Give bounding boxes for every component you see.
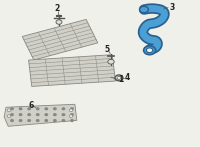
- Circle shape: [69, 109, 73, 112]
- Circle shape: [115, 75, 123, 81]
- Circle shape: [19, 108, 22, 110]
- Circle shape: [7, 115, 11, 117]
- Circle shape: [11, 108, 13, 110]
- Circle shape: [71, 108, 73, 110]
- Polygon shape: [29, 55, 115, 86]
- Polygon shape: [4, 104, 77, 126]
- Circle shape: [54, 108, 56, 110]
- Circle shape: [140, 6, 148, 13]
- Circle shape: [54, 114, 56, 116]
- Polygon shape: [22, 19, 98, 60]
- Circle shape: [11, 114, 13, 116]
- Text: 4: 4: [124, 73, 130, 82]
- Circle shape: [62, 120, 65, 121]
- Circle shape: [71, 114, 73, 116]
- Circle shape: [71, 120, 73, 121]
- Circle shape: [45, 120, 47, 121]
- Circle shape: [56, 20, 62, 24]
- Circle shape: [108, 59, 114, 64]
- Circle shape: [146, 48, 153, 53]
- Circle shape: [28, 120, 30, 121]
- Circle shape: [54, 120, 56, 121]
- Text: 6: 6: [28, 101, 34, 110]
- Circle shape: [117, 76, 121, 79]
- Circle shape: [11, 120, 13, 121]
- Circle shape: [62, 108, 65, 110]
- Circle shape: [69, 115, 73, 117]
- Circle shape: [62, 114, 65, 116]
- Circle shape: [28, 108, 30, 110]
- Text: 3: 3: [169, 3, 175, 12]
- Circle shape: [19, 114, 22, 116]
- Circle shape: [7, 109, 11, 112]
- Text: 5: 5: [104, 45, 110, 54]
- Circle shape: [19, 120, 22, 121]
- Circle shape: [144, 46, 156, 55]
- Circle shape: [45, 114, 47, 116]
- Circle shape: [37, 114, 39, 116]
- Circle shape: [45, 108, 47, 110]
- Circle shape: [37, 108, 39, 110]
- Text: 1: 1: [118, 75, 124, 84]
- Circle shape: [37, 120, 39, 121]
- Text: 2: 2: [54, 4, 60, 13]
- Circle shape: [28, 114, 30, 116]
